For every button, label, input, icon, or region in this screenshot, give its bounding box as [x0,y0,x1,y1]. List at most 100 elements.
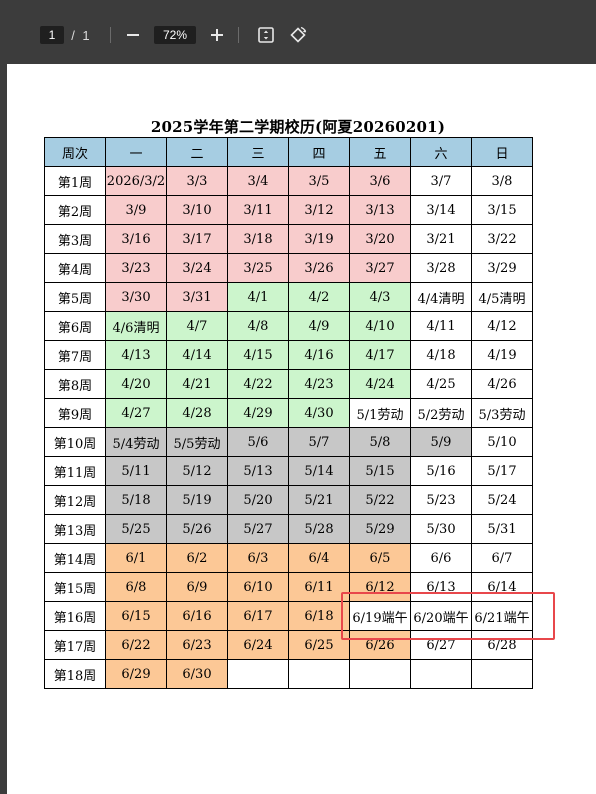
date-cell: 6/4 [288,543,350,573]
date-cell: 4/20 [105,369,167,399]
date-cell: 4/22 [227,369,289,399]
rotate-button[interactable] [287,24,309,46]
date-cell: 5/21 [288,485,350,515]
table-row: 第11周 5/11 5/12 5/13 5/14 5/15 5/16 5/17 [44,456,533,486]
total-pages: 1 [82,27,90,43]
date-cell: 6/29 [105,659,167,689]
header-week: 周次 [44,137,106,167]
table-header-row: 周次一二三四五六日 [44,137,533,167]
date-cell: 4/27 [105,398,167,428]
date-cell: 5/6 [227,427,289,457]
date-cell: 6/3 [227,543,289,573]
date-cell: 5/26 [166,514,228,544]
week-label: 第8周 [44,369,106,399]
date-cell: 6/12 [349,572,411,602]
date-cell: 3/30 [105,282,167,312]
minus-icon [127,34,139,36]
date-cell: 5/18 [105,485,167,515]
page-number-input[interactable]: 1 [40,26,64,44]
date-cell: 5/8 [349,427,411,457]
viewer-side-gutter [0,64,7,794]
date-cell: 6/19端午 [349,601,411,631]
header-weekday: 二 [166,137,228,167]
date-cell: 5/10 [471,427,533,457]
date-cell: 5/11 [105,456,167,486]
date-cell: 6/27 [410,630,472,660]
date-cell: 4/2 [288,282,350,312]
date-cell: 4/23 [288,369,350,399]
zoom-out-button[interactable] [122,24,144,46]
toolbar-divider [238,27,239,43]
table-row: 第5周 3/30 3/31 4/1 4/2 4/3 4/4清明 4/5清明 [44,282,533,312]
date-cell: 3/9 [105,195,167,225]
date-cell: 3/23 [105,253,167,283]
date-cell: 6/20端午 [410,601,472,631]
date-cell: 3/27 [349,253,411,283]
date-cell: 3/16 [105,224,167,254]
date-cell: 5/13 [227,456,289,486]
date-cell: 4/16 [288,340,350,370]
date-cell: 3/6 [349,166,411,196]
table-row: 第3周 3/16 3/17 3/18 3/19 3/20 3/21 3/22 [44,224,533,254]
date-cell: 4/14 [166,340,228,370]
table-row: 第6周 4/6清明 4/7 4/8 4/9 4/10 4/11 4/12 [44,311,533,341]
table-row: 第15周 6/8 6/9 6/10 6/11 6/12 6/13 6/14 [44,572,533,602]
date-cell: 3/8 [471,166,533,196]
date-cell: 2026/3/2 [105,166,167,196]
date-cell: 6/8 [105,572,167,602]
zoom-level-input[interactable]: 72% [154,26,196,44]
week-label: 第4周 [44,253,106,283]
date-cell: 5/29 [349,514,411,544]
date-cell: 3/19 [288,224,350,254]
rotate-icon [290,26,307,43]
date-cell: 3/4 [227,166,289,196]
week-label: 第11周 [44,456,106,486]
fit-page-icon [258,27,274,43]
date-cell: 4/1 [227,282,289,312]
date-cell: 5/7 [288,427,350,457]
date-cell: 6/5 [349,543,411,573]
date-cell: 3/28 [410,253,472,283]
date-cell: 6/21端午 [471,601,533,631]
date-cell: 3/17 [166,224,228,254]
date-cell: 5/24 [471,485,533,515]
date-cell: 3/22 [471,224,533,254]
table-row: 第4周 3/23 3/24 3/25 3/26 3/27 3/28 3/29 [44,253,533,283]
date-cell: 5/3劳动 [471,398,533,428]
date-cell: 6/1 [105,543,167,573]
zoom-in-button[interactable] [206,24,228,46]
document-title: 2025学年第二学期校历(阿夏20260201) [150,118,446,136]
week-label: 第17周 [44,630,106,660]
date-cell: 6/22 [105,630,167,660]
date-cell: 5/4劳动 [105,427,167,457]
date-cell [227,659,289,689]
date-cell: 4/8 [227,311,289,341]
week-label: 第15周 [44,572,106,602]
date-cell: 5/25 [105,514,167,544]
date-cell: 3/12 [288,195,350,225]
date-cell: 4/15 [227,340,289,370]
date-cell: 4/11 [410,311,472,341]
header-weekday: 五 [349,137,411,167]
date-cell: 5/12 [166,456,228,486]
header-weekday: 四 [288,137,350,167]
date-cell: 4/10 [349,311,411,341]
date-cell: 3/20 [349,224,411,254]
date-cell: 4/28 [166,398,228,428]
date-cell: 5/30 [410,514,472,544]
date-cell: 3/7 [410,166,472,196]
fit-to-page-button[interactable] [255,24,277,46]
date-cell [410,659,472,689]
table-row: 第14周 6/1 6/2 6/3 6/4 6/5 6/6 6/7 [44,543,533,573]
table-row: 第16周 6/15 6/16 6/17 6/18 6/19端午 6/20端午 6/21端午 [44,601,533,631]
date-cell: 6/24 [227,630,289,660]
date-cell: 6/14 [471,572,533,602]
date-cell: 3/29 [471,253,533,283]
date-cell: 3/13 [349,195,411,225]
date-cell: 6/7 [471,543,533,573]
date-cell: 6/16 [166,601,228,631]
date-cell: 6/10 [227,572,289,602]
week-label: 第13周 [44,514,106,544]
date-cell: 4/13 [105,340,167,370]
date-cell: 4/17 [349,340,411,370]
